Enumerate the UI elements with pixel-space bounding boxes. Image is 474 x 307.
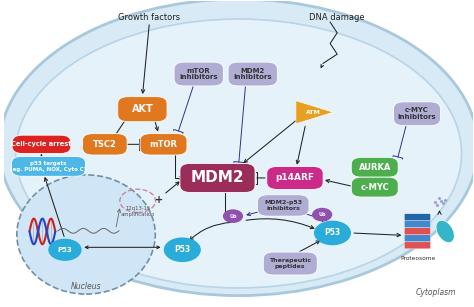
Text: c-MYC
inhibitors: c-MYC inhibitors — [398, 107, 436, 120]
Text: P53: P53 — [57, 247, 73, 253]
Text: mTOR
inhibitors: mTOR inhibitors — [179, 68, 218, 80]
FancyBboxPatch shape — [267, 166, 323, 189]
FancyBboxPatch shape — [257, 195, 309, 216]
Text: Nucleus: Nucleus — [71, 282, 101, 291]
FancyBboxPatch shape — [12, 135, 71, 154]
FancyBboxPatch shape — [404, 242, 430, 249]
FancyBboxPatch shape — [393, 102, 440, 126]
Polygon shape — [296, 101, 333, 124]
Text: MDM2
inhibitors: MDM2 inhibitors — [233, 68, 272, 80]
Text: Therapeutic
peptides: Therapeutic peptides — [269, 258, 311, 269]
FancyBboxPatch shape — [118, 97, 167, 122]
Circle shape — [315, 221, 350, 245]
Text: ATM: ATM — [306, 110, 321, 115]
FancyBboxPatch shape — [11, 156, 86, 176]
Text: p53 targets
(eg. PUMA, NOX, Cyto C): p53 targets (eg. PUMA, NOX, Cyto C) — [10, 161, 87, 172]
Text: AKT: AKT — [131, 104, 153, 114]
Circle shape — [164, 238, 200, 261]
FancyBboxPatch shape — [351, 177, 398, 197]
FancyBboxPatch shape — [404, 221, 430, 228]
FancyBboxPatch shape — [263, 252, 317, 275]
Text: P53: P53 — [324, 228, 340, 237]
Circle shape — [49, 239, 81, 260]
Circle shape — [313, 208, 331, 221]
Ellipse shape — [436, 220, 454, 243]
FancyBboxPatch shape — [174, 62, 223, 86]
FancyBboxPatch shape — [404, 235, 430, 242]
Ellipse shape — [0, 0, 474, 296]
FancyBboxPatch shape — [82, 134, 127, 155]
FancyBboxPatch shape — [404, 214, 430, 221]
FancyBboxPatch shape — [228, 62, 277, 86]
Ellipse shape — [17, 175, 155, 294]
Text: Ub: Ub — [229, 214, 237, 219]
Text: MDM2-p53
inhibitors: MDM2-p53 inhibitors — [264, 200, 302, 211]
Text: P53: P53 — [174, 245, 191, 254]
Text: +: + — [155, 195, 163, 205]
Circle shape — [224, 210, 242, 222]
Text: TSC2: TSC2 — [93, 140, 117, 149]
FancyBboxPatch shape — [351, 157, 398, 177]
Text: Proteosome: Proteosome — [401, 256, 436, 262]
FancyBboxPatch shape — [140, 134, 187, 155]
Text: p14ARF: p14ARF — [275, 173, 314, 182]
FancyBboxPatch shape — [404, 228, 430, 235]
Text: AURKA: AURKA — [358, 163, 391, 172]
Ellipse shape — [16, 19, 462, 288]
Text: Cell-cycle arrest: Cell-cycle arrest — [11, 141, 72, 147]
Text: mTOR: mTOR — [149, 140, 177, 149]
Text: Growth factors: Growth factors — [118, 13, 181, 22]
Text: Ub: Ub — [319, 212, 326, 217]
Text: Cytoplasm: Cytoplasm — [416, 288, 456, 297]
Text: 12q13-15
amplification: 12q13-15 amplification — [120, 206, 155, 217]
Text: DNA damage: DNA damage — [310, 13, 365, 22]
FancyBboxPatch shape — [180, 163, 255, 192]
Text: MDM2: MDM2 — [191, 170, 244, 185]
Text: c-MYC: c-MYC — [360, 183, 389, 192]
